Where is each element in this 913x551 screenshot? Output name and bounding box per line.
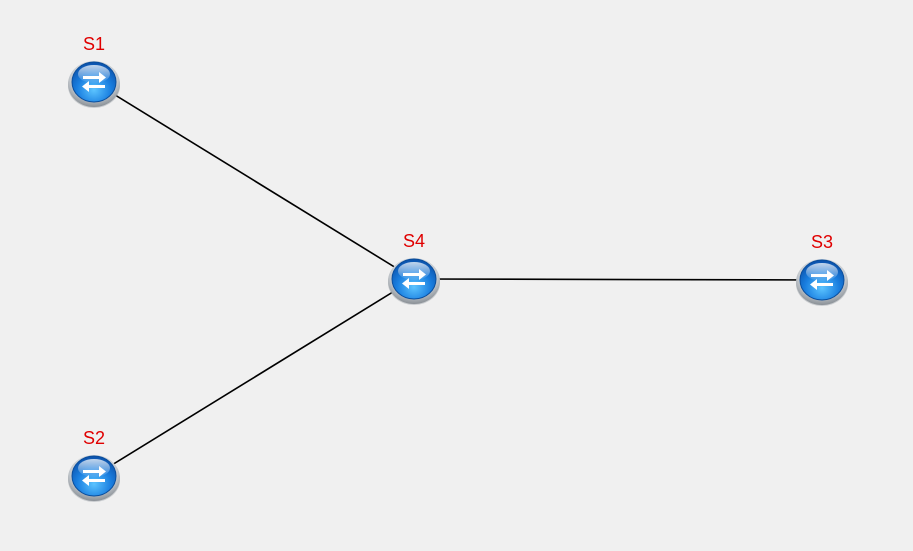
link-s4-s3 [413,278,823,281]
node-label-s1: S1 [82,34,106,54]
link-s1-s4 [93,81,415,280]
switch-icon[interactable] [67,60,121,109]
switch-icon[interactable] [387,257,441,306]
node-label-s4: S4 [402,231,426,251]
links-layer [93,81,823,477]
switch-icon[interactable] [795,258,849,307]
link-s2-s4 [93,278,415,477]
node-label-s2: S2 [82,428,106,448]
switch-icon[interactable] [67,454,121,503]
node-label-s3: S3 [810,232,834,252]
nodes-layer [67,60,849,503]
